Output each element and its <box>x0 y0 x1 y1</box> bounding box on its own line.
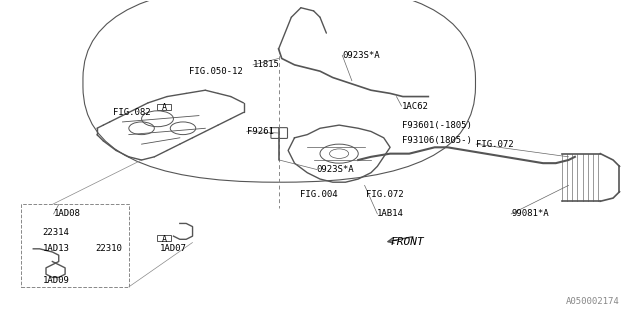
Text: FIG.004: FIG.004 <box>300 190 337 199</box>
Text: 1AD08: 1AD08 <box>54 209 81 219</box>
Text: F93106(1805-): F93106(1805-) <box>401 136 472 146</box>
Text: F9261: F9261 <box>246 127 273 136</box>
Text: 0923S*A: 0923S*A <box>342 51 380 60</box>
Text: FIG.072: FIG.072 <box>366 190 403 199</box>
Text: 11815: 11815 <box>253 60 280 69</box>
Text: 1AD09: 1AD09 <box>43 276 70 285</box>
Text: 1AD13: 1AD13 <box>43 244 70 253</box>
Text: FIG.050-12: FIG.050-12 <box>189 67 243 76</box>
Text: F93601(-1805): F93601(-1805) <box>401 121 472 130</box>
Text: FIG.082: FIG.082 <box>113 108 150 117</box>
Text: A: A <box>161 103 166 112</box>
Text: 1AD07: 1AD07 <box>159 244 186 253</box>
Text: A050002174: A050002174 <box>566 297 620 306</box>
Text: 22310: 22310 <box>96 244 123 253</box>
Text: 22314: 22314 <box>43 228 70 237</box>
Text: 1AB14: 1AB14 <box>378 209 404 219</box>
Text: 99081*A: 99081*A <box>511 209 548 219</box>
Text: A: A <box>161 236 166 244</box>
Text: FIG.072: FIG.072 <box>476 140 514 148</box>
Text: 1AC62: 1AC62 <box>401 101 428 111</box>
Text: 0923S*A: 0923S*A <box>317 165 355 174</box>
Text: FRONT: FRONT <box>390 237 424 247</box>
